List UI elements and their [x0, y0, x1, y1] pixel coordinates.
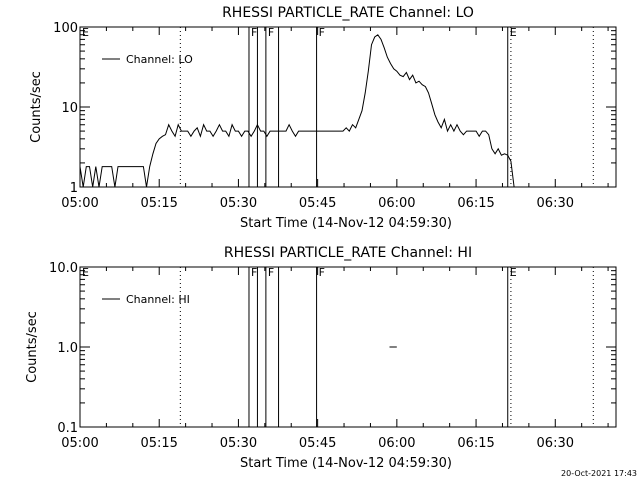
marker-label: F: [268, 26, 274, 39]
x-tick-label: 05:30: [220, 196, 257, 211]
x-tick-label: 05:00: [61, 436, 98, 451]
y-tick-label: 0.1: [57, 421, 78, 436]
legend-label: Channel: LO: [126, 53, 193, 66]
plot-frame: [79, 26, 617, 188]
plot-frame: [79, 266, 617, 428]
x-tick-label: 05:15: [140, 436, 177, 451]
marker-label: E: [510, 26, 517, 39]
y-ticks: 1 10 100: [53, 21, 616, 196]
event-markers: F F F EE: [82, 266, 594, 427]
legend: Channel: HI: [102, 293, 190, 306]
x-tick-label: 05:30: [220, 436, 257, 451]
x-tick-label: 05:15: [140, 196, 177, 211]
marker-label: F: [251, 26, 257, 39]
hi-channel-panel: RHESSI PARTICLE_RATE Channel: HI Counts/…: [25, 245, 617, 471]
x-axis-label: Start Time (14-Nov-12 04:59:30): [240, 216, 452, 231]
chart-title: RHESSI PARTICLE_RATE Channel: HI: [224, 245, 472, 261]
y-axis-label: Counts/sec: [29, 71, 44, 143]
footer-timestamp: 20-Oct-2021 17:43: [561, 469, 637, 478]
marker-label: F: [319, 266, 325, 279]
event-markers: F F F EE: [82, 26, 594, 187]
y-tick-label: 1.0: [57, 341, 78, 356]
y-tick-label: 10.0: [49, 261, 78, 276]
x-axis-label: Start Time (14-Nov-12 04:59:30): [240, 456, 452, 471]
marker-label: E: [510, 266, 517, 279]
x-ticks: 05:00 05:15 05:30 05:45 06:00 06:15 06:30: [61, 27, 609, 211]
marker-label: F: [251, 266, 257, 279]
series-layer: [79, 34, 518, 188]
marker-label: E: [82, 26, 89, 39]
marker-label: F: [319, 26, 325, 39]
marker-label: F: [268, 266, 274, 279]
y-axis-label: Counts/sec: [25, 311, 40, 383]
y-ticks: 0.1 1.0 10.0: [49, 261, 616, 436]
x-tick-label: 06:15: [457, 196, 494, 211]
x-tick-label: 05:00: [61, 196, 98, 211]
x-tick-label: 06:00: [378, 436, 415, 451]
legend-label: Channel: HI: [126, 293, 190, 306]
x-ticks: 05:00 05:15 05:30 05:45 06:00 06:15 06:30: [61, 267, 609, 451]
legend: Channel: LO: [102, 53, 193, 66]
lo-channel-panel: RHESSI PARTICLE_RATE Channel: LO Counts/…: [29, 5, 617, 231]
x-tick-label: 05:45: [299, 196, 336, 211]
y-tick-label: 100: [53, 21, 78, 36]
x-tick-label: 06:00: [378, 196, 415, 211]
x-tick-label: 06:15: [457, 436, 494, 451]
marker-label: E: [82, 266, 89, 279]
x-tick-label: 06:30: [537, 196, 574, 211]
chart-title: RHESSI PARTICLE_RATE Channel: LO: [222, 5, 474, 21]
y-tick-label: 10: [61, 101, 78, 116]
y-tick-label: 1: [70, 181, 78, 196]
x-tick-label: 06:30: [537, 436, 574, 451]
x-tick-label: 05:45: [299, 436, 336, 451]
series-line: [79, 34, 518, 188]
